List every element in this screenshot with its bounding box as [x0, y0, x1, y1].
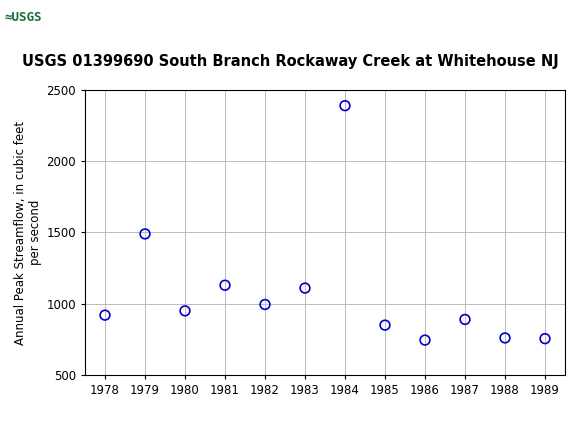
Point — [501, 335, 510, 341]
Point — [300, 285, 310, 292]
Point — [340, 102, 350, 109]
Point — [180, 307, 190, 314]
Point — [260, 301, 270, 308]
Y-axis label: Annual Peak Streamflow, in cubic feet
per second: Annual Peak Streamflow, in cubic feet pe… — [14, 120, 42, 344]
Point — [220, 282, 230, 289]
Point — [541, 335, 550, 342]
Point — [380, 322, 390, 329]
Bar — [3, 3, 61, 32]
Point — [420, 337, 430, 344]
Point — [140, 230, 150, 237]
Text: USGS: USGS — [68, 10, 115, 25]
Point — [100, 312, 110, 319]
Text: ≈USGS: ≈USGS — [4, 11, 42, 24]
Text: USGS 01399690 South Branch Rockaway Creek at Whitehouse NJ: USGS 01399690 South Branch Rockaway Cree… — [21, 54, 559, 69]
Point — [461, 316, 470, 323]
